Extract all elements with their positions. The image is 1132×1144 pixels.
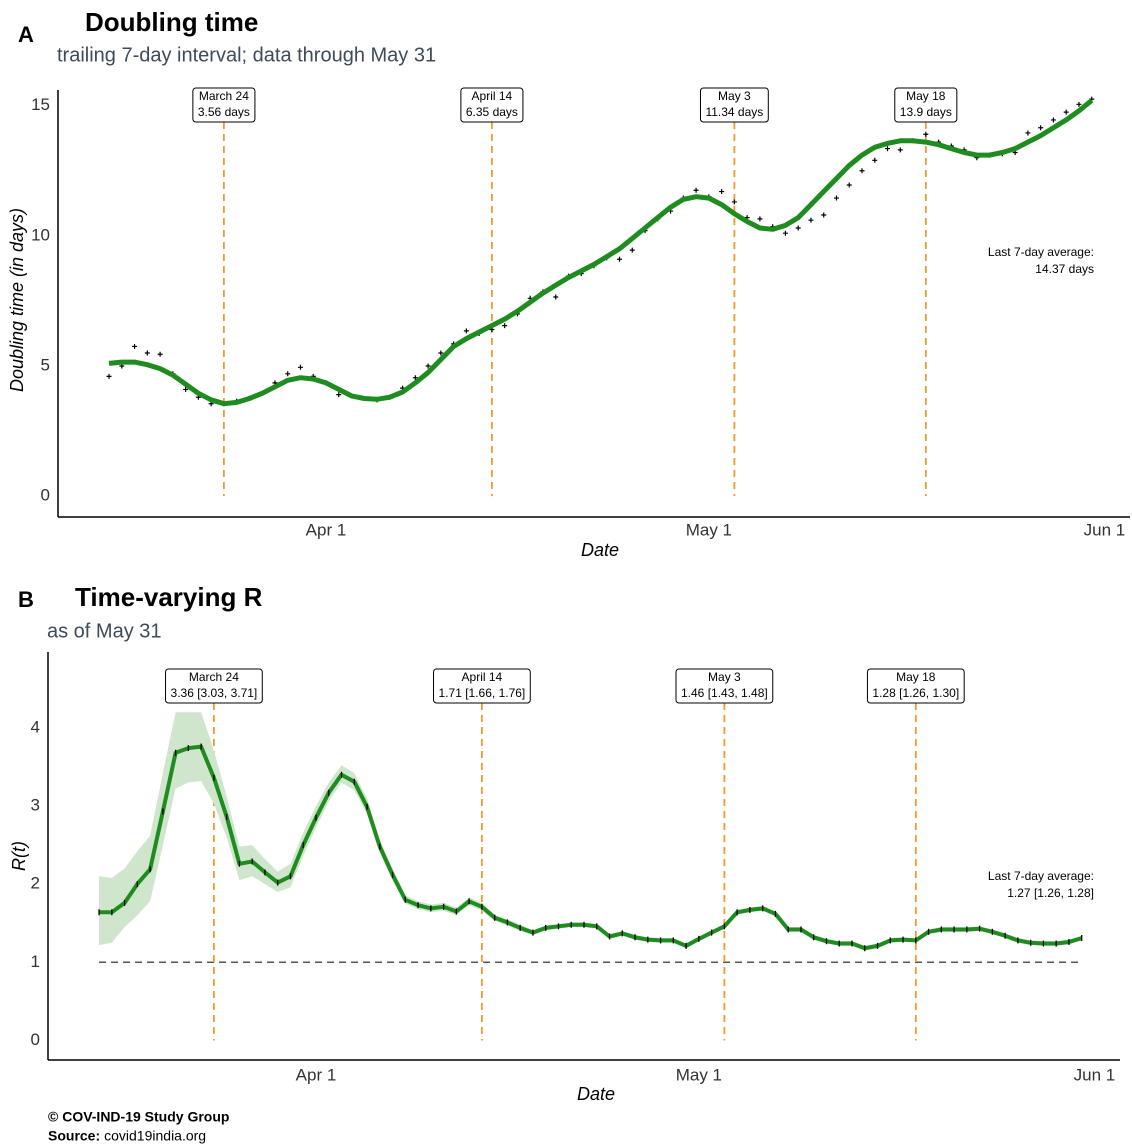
point [1063, 109, 1069, 115]
point [285, 371, 291, 377]
point [1076, 101, 1082, 107]
summary-note: Last 7-day average: [988, 245, 1094, 259]
annotation-text: 13.9 days [900, 105, 952, 119]
panel-letter: B [18, 587, 34, 612]
y-tick-label: 5 [41, 355, 50, 374]
annotation-text: 1.28 [1.26, 1.30] [872, 686, 959, 700]
annotation-label: May 18 [896, 670, 936, 684]
annotation-text: 1.71 [1.66, 1.76] [439, 686, 526, 700]
annotation-box [894, 87, 958, 123]
point [719, 189, 725, 195]
point [629, 247, 635, 253]
chart-title: Time-varying R [75, 582, 263, 612]
point [1038, 125, 1044, 131]
y-tick-label: 4 [31, 717, 40, 736]
x-axis-label: Date [577, 1084, 615, 1104]
annotation-box [675, 668, 774, 704]
x-tick-label: Jun 1 [1084, 520, 1126, 539]
chart-subtitle: trailing 7-day interval; data through Ma… [57, 44, 436, 66]
panel-letter: A [18, 22, 34, 47]
x-tick-label: Apr 1 [306, 520, 347, 539]
annotation-label: April 14 [472, 89, 513, 103]
point [795, 225, 801, 231]
annotation-text: 11.34 days [705, 105, 763, 119]
annotation-label: May 3 [718, 89, 751, 103]
point [833, 195, 839, 201]
y-tick-label: 0 [41, 486, 50, 505]
series-line [108, 98, 1094, 407]
annotation-text: 3.56 days [198, 105, 250, 119]
point [808, 217, 814, 223]
point [897, 147, 903, 153]
point [553, 294, 559, 300]
x-tick-label: May 1 [676, 1065, 722, 1084]
chart-subtitle: as of May 31 [47, 620, 162, 642]
annotation-label: April 14 [462, 670, 503, 684]
summary-note: 1.27 [1.26, 1.28] [1007, 886, 1094, 900]
annotation-box [192, 87, 256, 123]
point [502, 323, 508, 329]
series-line [99, 744, 1083, 951]
point [731, 199, 737, 205]
source: covid19india.org [104, 1128, 206, 1144]
point [821, 212, 827, 218]
point [463, 328, 469, 334]
annotation-text: 1.46 [1.43, 1.48] [681, 686, 768, 700]
point [885, 146, 891, 152]
point [425, 363, 431, 369]
point [144, 350, 150, 356]
y-tick-label: 0 [31, 1030, 40, 1049]
point [846, 182, 852, 188]
point [923, 131, 929, 137]
annotation-label: May 18 [906, 89, 946, 103]
y-axis-label: R(t) [9, 841, 29, 871]
point [782, 230, 788, 236]
annotation-text: 6.35 days [466, 105, 518, 119]
point [132, 343, 138, 349]
y-tick-label: 3 [31, 795, 40, 814]
y-tick-label: 2 [31, 874, 40, 893]
x-tick-label: Jun 1 [1074, 1065, 1116, 1084]
annotation-label: March 24 [189, 670, 239, 684]
point [183, 386, 189, 392]
point [617, 256, 623, 262]
annotation-text: 3.36 [3.03, 3.71] [171, 686, 258, 700]
credible-band [99, 712, 1082, 951]
point [1025, 130, 1031, 136]
source-label: Source: [48, 1128, 100, 1144]
point [438, 350, 444, 356]
point [757, 216, 763, 222]
summary-note: Last 7-day average: [988, 869, 1094, 883]
y-tick-label: 15 [31, 95, 50, 114]
point [412, 375, 418, 381]
y-tick-label: 1 [31, 952, 40, 971]
point [157, 351, 163, 357]
point [1050, 117, 1056, 123]
point [336, 392, 342, 398]
point [106, 373, 112, 379]
summary-note: 14.37 days [1035, 262, 1094, 276]
annotation-box [699, 87, 769, 123]
annotation-box [433, 668, 531, 704]
annotation-box [866, 668, 965, 704]
y-tick-label: 10 [31, 225, 50, 244]
y-axis-label: Doubling time (in days) [7, 208, 27, 392]
x-tick-label: May 1 [686, 520, 732, 539]
annotation-label: March 24 [199, 89, 249, 103]
point [872, 157, 878, 163]
annotation-box [165, 668, 263, 704]
annotation-label: May 3 [708, 670, 741, 684]
chart-title: Doubling time [85, 7, 258, 37]
annotation-box [460, 87, 524, 123]
x-axis-label: Date [581, 540, 619, 560]
credit: © COV-IND-19 Study Group [48, 1109, 229, 1125]
point [859, 168, 865, 174]
point [693, 187, 699, 193]
x-tick-label: Apr 1 [296, 1065, 337, 1084]
point [297, 364, 303, 370]
